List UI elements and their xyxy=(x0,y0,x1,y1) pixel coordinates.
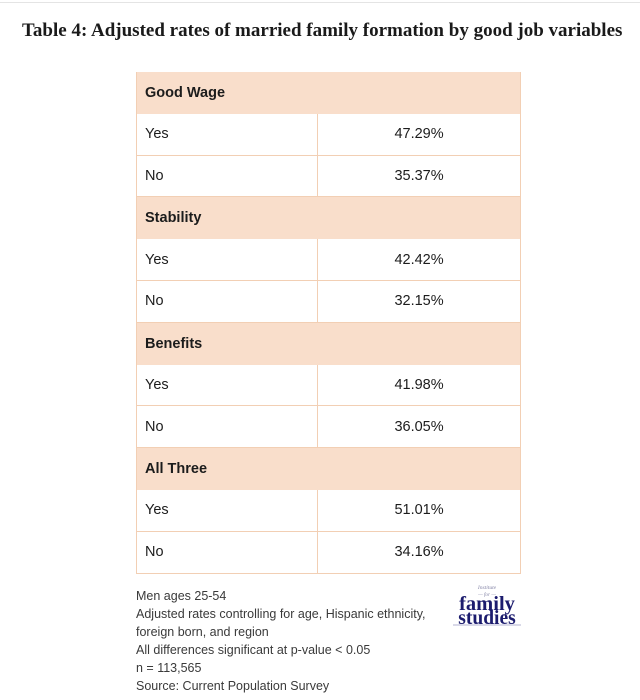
svg-text:Institute: Institute xyxy=(477,585,497,591)
svg-text:studies: studies xyxy=(458,608,516,626)
